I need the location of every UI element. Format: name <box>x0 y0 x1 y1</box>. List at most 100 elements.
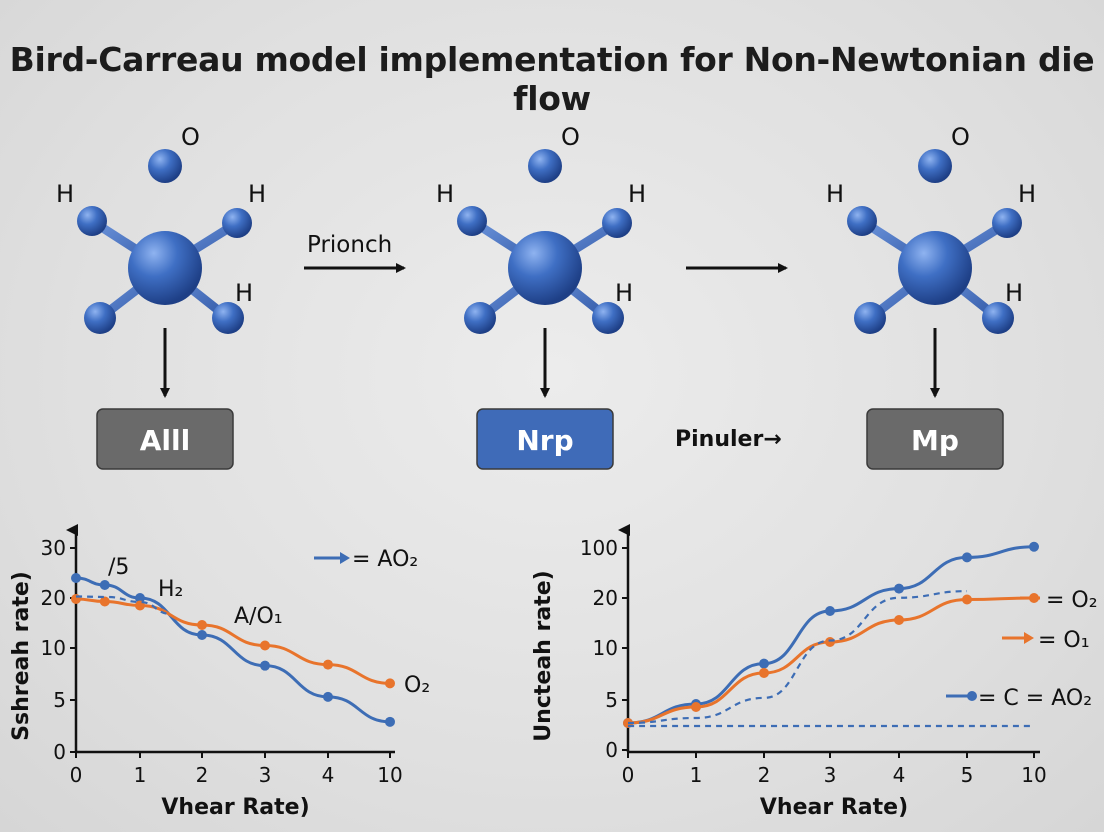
data-point <box>135 593 145 603</box>
data-point <box>691 702 701 712</box>
label-left-atom: H <box>436 180 454 208</box>
data-point <box>825 637 835 647</box>
y-axis-title: Sshreah rate) <box>9 571 34 741</box>
x-tick-label: 4 <box>893 763 906 787</box>
y-tick-label: 30 <box>41 536 66 560</box>
label-lower-right-atom: H <box>615 279 633 307</box>
x-tick-label: 2 <box>196 763 209 787</box>
x-axis-title: Vhear Rate) <box>161 795 309 820</box>
atom-lower-left <box>464 302 496 334</box>
atom-upper-left <box>457 206 487 236</box>
label-right-atom: H <box>628 180 646 208</box>
atom-top <box>148 149 182 183</box>
data-point <box>759 667 769 678</box>
series-line-2 <box>75 597 391 685</box>
data-point <box>323 691 333 702</box>
annotation-4: O₂ <box>404 673 430 698</box>
label-lower-right-atom: H <box>235 279 253 307</box>
atom-upper-right <box>602 208 632 238</box>
atom-center <box>898 231 972 305</box>
label-lower-right-atom: H <box>1005 279 1023 307</box>
y-axis-title: Uncteah rate) <box>531 570 556 741</box>
label-left-atom: H <box>56 180 74 208</box>
annotation-3: A∕O₁ <box>234 604 283 629</box>
data-point <box>71 573 81 583</box>
atom-center <box>128 231 202 305</box>
data-point <box>825 606 835 616</box>
result-box-label: Mp <box>911 424 959 457</box>
data-point <box>894 615 904 625</box>
series-line-3 <box>627 590 968 725</box>
data-point <box>385 678 395 689</box>
x-tick-label: 1 <box>134 763 147 787</box>
atom-upper-left <box>77 206 107 236</box>
label-left-atom: H <box>826 180 844 208</box>
result-box <box>476 408 614 470</box>
label-top-atom: O <box>561 123 580 151</box>
x-tick-label: 3 <box>259 763 272 787</box>
data-point <box>99 580 110 590</box>
y-tick-label: 10 <box>593 636 618 660</box>
chart-right: 0 5 10 20 100 0 1 2 3 4 5 10 Vhear Rate) Uncteah rate… <box>531 524 1098 820</box>
atom-upper-right <box>992 208 1022 238</box>
atom-lower-right <box>592 302 624 334</box>
molecule-2: O H H H Nrp <box>436 123 646 470</box>
data-point <box>962 552 972 563</box>
legend-label: = AO₂ <box>352 547 418 572</box>
atom-lower-left <box>854 302 886 334</box>
x-tick-label: 0 <box>622 763 635 787</box>
label-right-atom: H <box>1018 180 1036 208</box>
y-tick-label: 100 <box>580 536 618 560</box>
data-point <box>260 660 270 671</box>
x-tick-label: 0 <box>70 763 83 787</box>
data-point <box>759 658 769 669</box>
annotation-1: /5 <box>108 555 129 580</box>
atom-top <box>528 149 562 183</box>
atom-upper-left <box>847 206 877 236</box>
x-tick-label: 2 <box>758 763 771 787</box>
data-point <box>385 716 395 727</box>
legend-label: = O₂ <box>1046 588 1098 613</box>
diagram-title: Bird-Carreau model implementation for No… <box>9 40 1095 118</box>
result-box-label: Nrp <box>516 424 573 457</box>
arrow-label-top: Prionch <box>307 232 392 258</box>
atom-upper-right <box>222 208 252 238</box>
data-point <box>260 640 270 651</box>
legend-label: = C = AO₂ <box>978 686 1092 711</box>
atom-lower-right <box>212 302 244 334</box>
y-tick-label: 5 <box>605 688 618 712</box>
x-tick-label: 4 <box>322 763 335 787</box>
legend-dot-icon <box>967 691 977 701</box>
molecule-1: O H H H Alll <box>56 123 266 470</box>
y-tick-label: 5 <box>53 688 66 712</box>
y-tick-label: 20 <box>41 586 66 610</box>
data-point <box>1029 541 1039 552</box>
molecule-3: O H H H Mp <box>826 123 1036 470</box>
y-tick-label: 10 <box>41 636 66 660</box>
result-box-label: Alll <box>140 424 190 457</box>
data-point <box>962 594 972 605</box>
x-tick-label: 10 <box>1021 763 1046 787</box>
result-box <box>96 408 234 470</box>
y-tick-label: 20 <box>593 586 618 610</box>
atom-lower-left <box>84 302 116 334</box>
label-right-atom: H <box>248 180 266 208</box>
reaction-arrow-1: Prionch <box>304 232 406 273</box>
x-tick-label: 5 <box>961 763 974 787</box>
data-point <box>197 630 207 640</box>
legend-arrow-icon <box>1024 632 1034 644</box>
x-tick-label: 1 <box>690 763 703 787</box>
annotation-2: H₂ <box>158 577 183 602</box>
x-tick-label: 3 <box>824 763 837 787</box>
data-point <box>99 596 110 607</box>
chart-left: 0 5 10 20 30 0 1 2 3 4 10 Vhear Rate) Sshreah rate) /… <box>9 524 430 820</box>
arrow-label-bottom: Pinuler→ <box>675 427 782 452</box>
data-point <box>894 583 904 594</box>
label-top-atom: O <box>951 123 970 151</box>
label-top-atom: O <box>181 123 200 151</box>
atom-center <box>508 231 582 305</box>
data-point <box>323 659 333 670</box>
y-tick-label: 0 <box>53 740 66 764</box>
x-axis-title: Vhear Rate) <box>760 795 908 820</box>
